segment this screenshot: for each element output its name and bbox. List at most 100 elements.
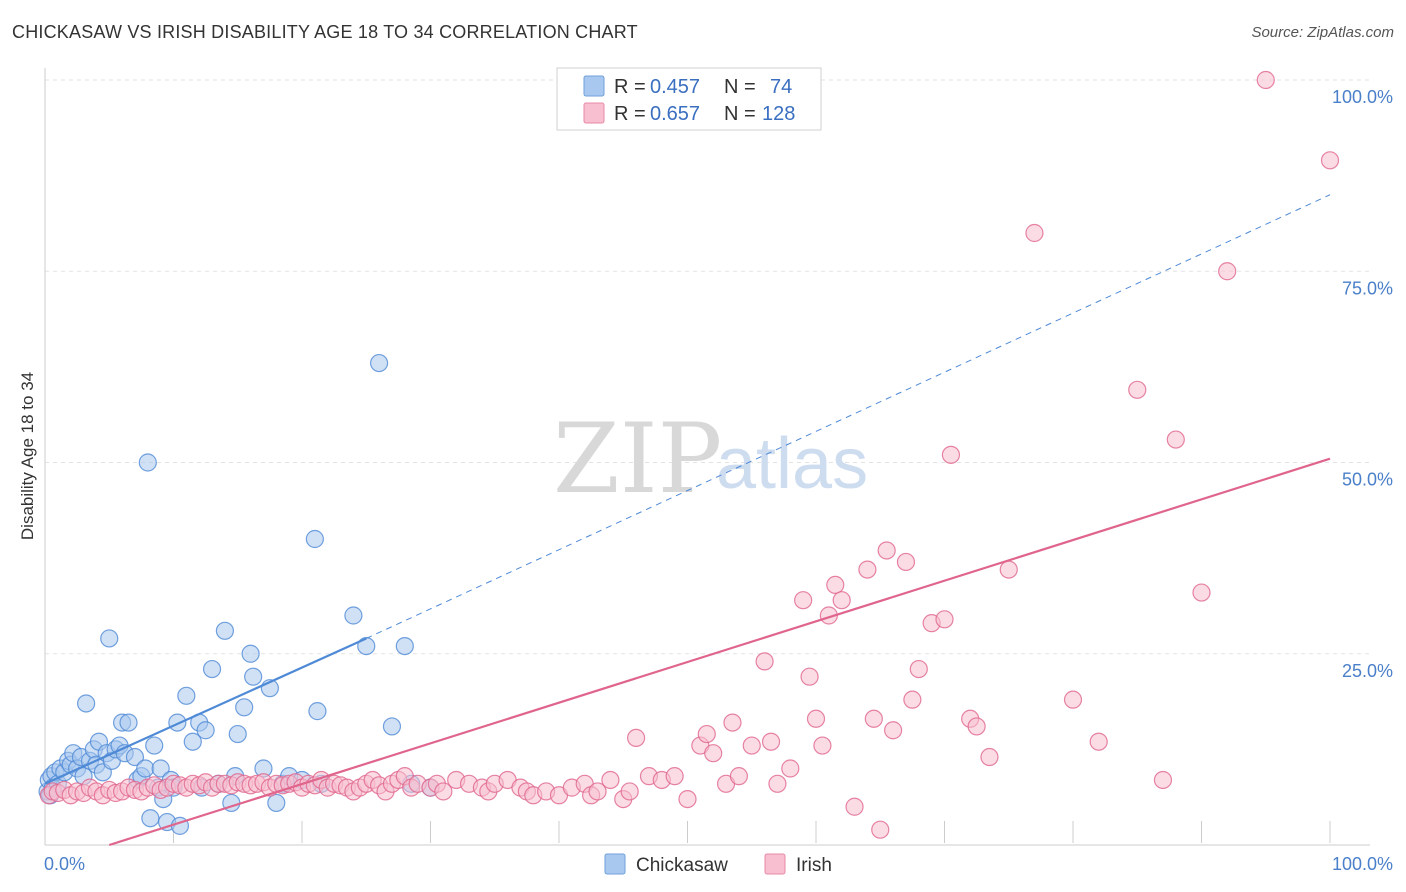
series-chickasaw-points <box>38 353 440 835</box>
point-irish-89 <box>723 713 742 732</box>
legend-n-label-1: N = <box>724 103 756 125</box>
point-irish-121 <box>1089 732 1108 751</box>
point-irish-109 <box>896 552 916 572</box>
point-chickasaw-54 <box>228 724 247 744</box>
point-irish-122 <box>1128 380 1147 399</box>
x-tick-label-1: 100.0% <box>1332 854 1393 874</box>
point-chickasaw-34 <box>141 809 160 828</box>
point-chickasaw-65 <box>308 702 327 721</box>
point-chickasaw-70 <box>382 717 402 736</box>
point-irish-111 <box>909 659 928 679</box>
point-irish-76 <box>588 782 607 801</box>
bottom-legend-label-irish: Irish <box>796 855 832 876</box>
point-irish-83 <box>665 767 684 786</box>
point-irish-113 <box>935 610 954 629</box>
point-irish-117 <box>980 747 999 767</box>
bottom-legend-swatch-irish <box>764 853 786 875</box>
legend-swatch-irish <box>583 102 605 124</box>
point-chickasaw-37 <box>151 759 170 778</box>
point-irish-128 <box>1320 151 1340 170</box>
point-irish-87 <box>704 744 723 763</box>
point-chickasaw-60 <box>267 793 286 813</box>
legend-n-value-0: 74 <box>770 76 792 98</box>
series-irish-points <box>39 70 1340 839</box>
point-irish-110 <box>903 690 922 709</box>
point-irish-90 <box>729 767 749 786</box>
watermark: ZIP atlas <box>553 403 868 515</box>
point-irish-127 <box>1256 70 1275 90</box>
point-irish-105 <box>864 709 883 728</box>
point-irish-120 <box>1063 690 1083 709</box>
point-irish-79 <box>620 782 639 801</box>
point-irish-118 <box>999 560 1018 579</box>
chart-title: CHICKASAW VS IRISH DISABILITY AGE 18 TO … <box>12 22 638 42</box>
point-irish-80 <box>626 728 646 748</box>
x-tick-label-0: 0.0% <box>44 854 85 874</box>
point-chickasaw-45 <box>183 732 202 751</box>
point-irish-108 <box>883 721 903 740</box>
legend-n-value-1: 128 <box>762 103 795 125</box>
point-irish-125 <box>1192 583 1211 602</box>
bottom-legend-label-chickasaw: Chickasaw <box>636 855 728 876</box>
legend-r-value-0: 0.457 <box>650 76 700 98</box>
chart-source: Source: ZipAtlas.com <box>1251 24 1394 41</box>
point-irish-91 <box>742 736 761 755</box>
point-chickasaw-44 <box>177 686 196 705</box>
point-chickasaw-64 <box>305 529 324 549</box>
point-irish-126 <box>1218 262 1237 281</box>
point-chickasaw-71 <box>395 636 414 656</box>
point-irish-114 <box>941 445 961 464</box>
point-irish-86 <box>697 724 716 744</box>
point-chickasaw-55 <box>235 698 254 717</box>
point-chickasaw-68 <box>357 636 376 656</box>
point-irish-119 <box>1025 223 1044 243</box>
x-tick-labels: 0.0% 100.0% <box>44 854 1393 874</box>
point-chickasaw-56 <box>241 644 260 663</box>
trend-line-chickasaw <box>44 637 367 785</box>
point-irish-124 <box>1166 430 1185 449</box>
trend-extension-chickasaw <box>366 194 1331 639</box>
point-chickasaw-33 <box>138 453 157 472</box>
point-chickasaw-15 <box>77 694 96 713</box>
point-irish-106 <box>871 820 890 839</box>
point-irish-107 <box>877 541 896 560</box>
point-chickasaw-67 <box>344 606 363 625</box>
legend-r-value-1: 0.657 <box>650 103 700 125</box>
y-tick-labels: 100.0% 75.0% 50.0% 25.0% <box>1332 87 1393 681</box>
point-irish-116 <box>967 717 986 736</box>
point-chickasaw-48 <box>196 721 215 740</box>
point-irish-77 <box>601 770 620 790</box>
point-chickasaw-57 <box>244 667 263 686</box>
point-irish-102 <box>832 591 851 610</box>
y-tick-label-0: 100.0% <box>1332 87 1393 107</box>
legend-r-label-0: R = <box>614 76 646 98</box>
bottom-legend: Chickasaw Irish <box>604 853 832 876</box>
point-chickasaw-22 <box>100 629 119 648</box>
point-chickasaw-69 <box>370 353 389 373</box>
point-chickasaw-29 <box>125 747 145 767</box>
point-irish-93 <box>761 732 781 751</box>
legend-swatch-chickasaw <box>583 75 605 97</box>
trend-lines <box>44 194 1331 847</box>
point-chickasaw-32 <box>136 759 155 778</box>
watermark-zip: ZIP <box>553 403 722 515</box>
point-irish-98 <box>806 709 826 728</box>
point-irish-97 <box>800 667 819 686</box>
y-tick-label-3: 25.0% <box>1342 661 1393 681</box>
legend-box: R = 0.457 N = 74 R = 0.657 N = 128 <box>556 67 822 131</box>
point-irish-99 <box>813 736 832 755</box>
point-irish-95 <box>781 759 800 778</box>
point-irish-84 <box>678 789 697 809</box>
point-irish-96 <box>794 591 813 610</box>
point-chickasaw-28 <box>119 713 138 732</box>
point-irish-61 <box>434 782 453 801</box>
point-irish-101 <box>826 575 845 595</box>
point-chickasaw-49 <box>202 659 222 679</box>
point-irish-94 <box>768 774 787 793</box>
point-chickasaw-51 <box>215 621 234 640</box>
point-chickasaw-35 <box>145 736 164 755</box>
axes <box>44 68 1370 846</box>
point-irish-104 <box>858 560 877 579</box>
y-tick-label-1: 75.0% <box>1342 278 1393 298</box>
